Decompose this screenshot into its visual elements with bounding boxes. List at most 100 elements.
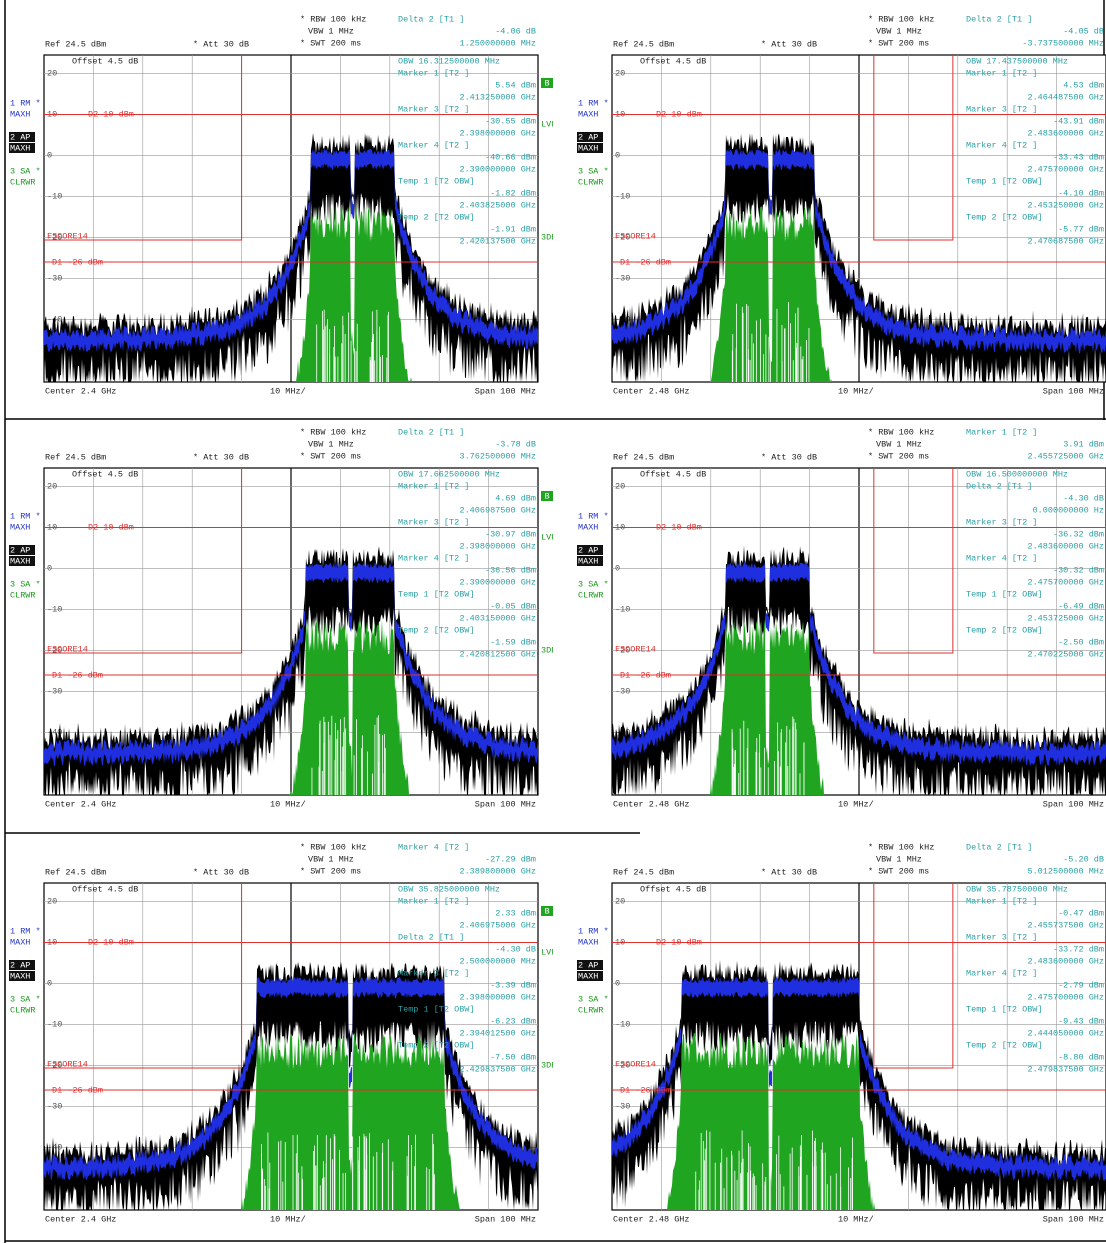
readout: 2.455737500 GHz (1027, 920, 1104, 930)
div: 10 MHz/ (838, 1214, 874, 1224)
readout: -1.59 dBm (490, 637, 536, 647)
trace-maxhold-blue (44, 561, 538, 767)
marker-value: -3.78 dB (495, 439, 536, 449)
readout: 2.390000000 GHz (459, 577, 536, 587)
marker-freq: 5.012500000 MHz (1027, 866, 1104, 876)
limit-label: FSCORE14 (47, 644, 88, 654)
readout: -1.82 dBm (490, 188, 536, 198)
trace-label: 2 AP (578, 545, 598, 555)
y-label: -20 (615, 233, 630, 243)
attenuation: * Att 30 dB (193, 39, 249, 49)
swt: * SWT 200 ms (300, 38, 361, 48)
limit-label: D2 10 dBm (88, 110, 134, 120)
limit-label: FSCORE14 (47, 231, 88, 241)
readout: 2.475700000 GHz (1027, 992, 1104, 1002)
trace-label: 1 RM * (10, 98, 41, 108)
readout: Marker 4 [T2 ] (398, 140, 469, 150)
marker-freq: 2.455725000 GHz (1027, 451, 1104, 461)
trace-maxhold-black (612, 959, 1106, 1210)
readout: 0.000000000 Hz (1033, 505, 1104, 515)
limit-label: FSCORE14 (615, 1059, 656, 1069)
readout: Temp 1 [T2 OBW] (966, 589, 1043, 599)
rbw: * RBW 100 kHz (300, 14, 366, 24)
div: 10 MHz/ (270, 799, 306, 809)
right-label: B (544, 491, 549, 501)
readout: -6.49 dBm (1058, 601, 1104, 611)
y-label: -20 (47, 233, 62, 243)
readout: Marker 3 [T2 ] (966, 517, 1037, 527)
vbw: VBW 1 MHz (308, 26, 354, 36)
right-label: 3DB (541, 645, 553, 655)
readout: -4.30 dB (495, 944, 536, 954)
readout: OBW 17.437500000 MHz (966, 56, 1068, 66)
readout: -40.66 dBm (485, 152, 536, 162)
marker-freq: 2.389800000 GHz (459, 866, 536, 876)
trace-label: CLRWR (10, 177, 36, 187)
ref-level: Ref 24.5 dBm (45, 452, 106, 462)
readout: 2.470687500 GHz (1027, 236, 1104, 246)
readout: 2.453725000 GHz (1027, 613, 1104, 623)
offset: Offset 4.5 dB (72, 469, 138, 479)
readout: 2.483600000 GHz (1027, 956, 1104, 966)
right-label: B (544, 906, 549, 916)
trace-label: MAXH (578, 937, 598, 947)
trace-label-box (9, 545, 35, 555)
readout: Marker 3 [T2 ] (398, 968, 469, 978)
readout: -3.39 dBm (490, 980, 536, 990)
marker-value: -4.05 dB (1063, 26, 1104, 36)
center-freq: Center 2.48 GHz (613, 799, 690, 809)
y-label: -20 (47, 1061, 62, 1071)
swt: * SWT 200 ms (300, 866, 361, 876)
trace-label: CLRWR (578, 1005, 604, 1015)
readout: -2.50 dBm (1058, 637, 1104, 647)
readout: -30.32 dBm (1053, 565, 1104, 575)
readout: OBW 16.312500000 MHz (398, 56, 500, 66)
trace-label-box (9, 556, 35, 566)
y-label: -20 (47, 646, 62, 656)
trace-maxhold-blue (612, 561, 1106, 767)
trace-label: 2 AP (10, 132, 30, 142)
readout: 2.453250000 GHz (1027, 200, 1104, 210)
readout: Temp 1 [T2 OBW] (398, 176, 475, 186)
readout: 2.470225000 GHz (1027, 649, 1104, 659)
readout: Marker 1 [T2 ] (398, 68, 469, 78)
trace-label-box (9, 143, 35, 153)
y-label: 0 (615, 564, 620, 574)
marker-title: Marker 4 [T2 ] (398, 842, 469, 852)
readout: 2.483600000 GHz (1027, 541, 1104, 551)
limit-f (44, 883, 243, 1069)
marker-freq: -3.737500000 MHz (1022, 38, 1104, 48)
readout: -36.56 dBm (485, 565, 536, 575)
readout: 2.500000000 MHz (459, 956, 536, 966)
readout: 2.403825000 GHz (459, 200, 536, 210)
trace-label: 3 SA * (578, 579, 609, 589)
vbw: VBW 1 MHz (308, 439, 354, 449)
readout: 2.475700000 GHz (1027, 164, 1104, 174)
readout: 2.483600000 GHz (1027, 128, 1104, 138)
trace-label: 2 AP (10, 960, 30, 970)
trace-label: 3 SA * (10, 579, 41, 589)
readout: Marker 1 [T2 ] (398, 481, 469, 491)
y-label: 0 (615, 979, 620, 989)
y-label: -30 (615, 1102, 630, 1112)
readout: OBW 35.825000000 MHz (398, 884, 500, 894)
limit-label: D1 -26 dBm (620, 670, 671, 680)
readout: -36.32 dBm (1053, 529, 1104, 539)
trace-label-box (9, 971, 35, 981)
y-label: 0 (615, 151, 620, 161)
readout: 4.69 dBm (495, 493, 536, 503)
y-label: -40 (47, 1143, 62, 1153)
readout: -33.72 dBm (1053, 944, 1104, 954)
center-freq: Center 2.4 GHz (45, 799, 116, 809)
readout: Marker 1 [T2 ] (398, 896, 469, 906)
center-freq: Center 2.48 GHz (613, 1214, 690, 1224)
trace-maxhold-blue (44, 148, 538, 353)
readout: Temp 2 [T2 OBW] (966, 625, 1043, 635)
readout: 2.444050000 GHz (1027, 1028, 1104, 1038)
span: Span 100 MHz (475, 1214, 536, 1224)
trace-label: MAXH (578, 143, 598, 153)
center-freq: Center 2.4 GHz (45, 1214, 116, 1224)
analyzer-panel: * RBW 100 kHz VBW 1 MHz * SWT 200 ms Ref 24… (577, 14, 1106, 396)
readout: -7.50 dBm (490, 1052, 536, 1062)
limit-label: FSCORE14 (47, 1059, 88, 1069)
